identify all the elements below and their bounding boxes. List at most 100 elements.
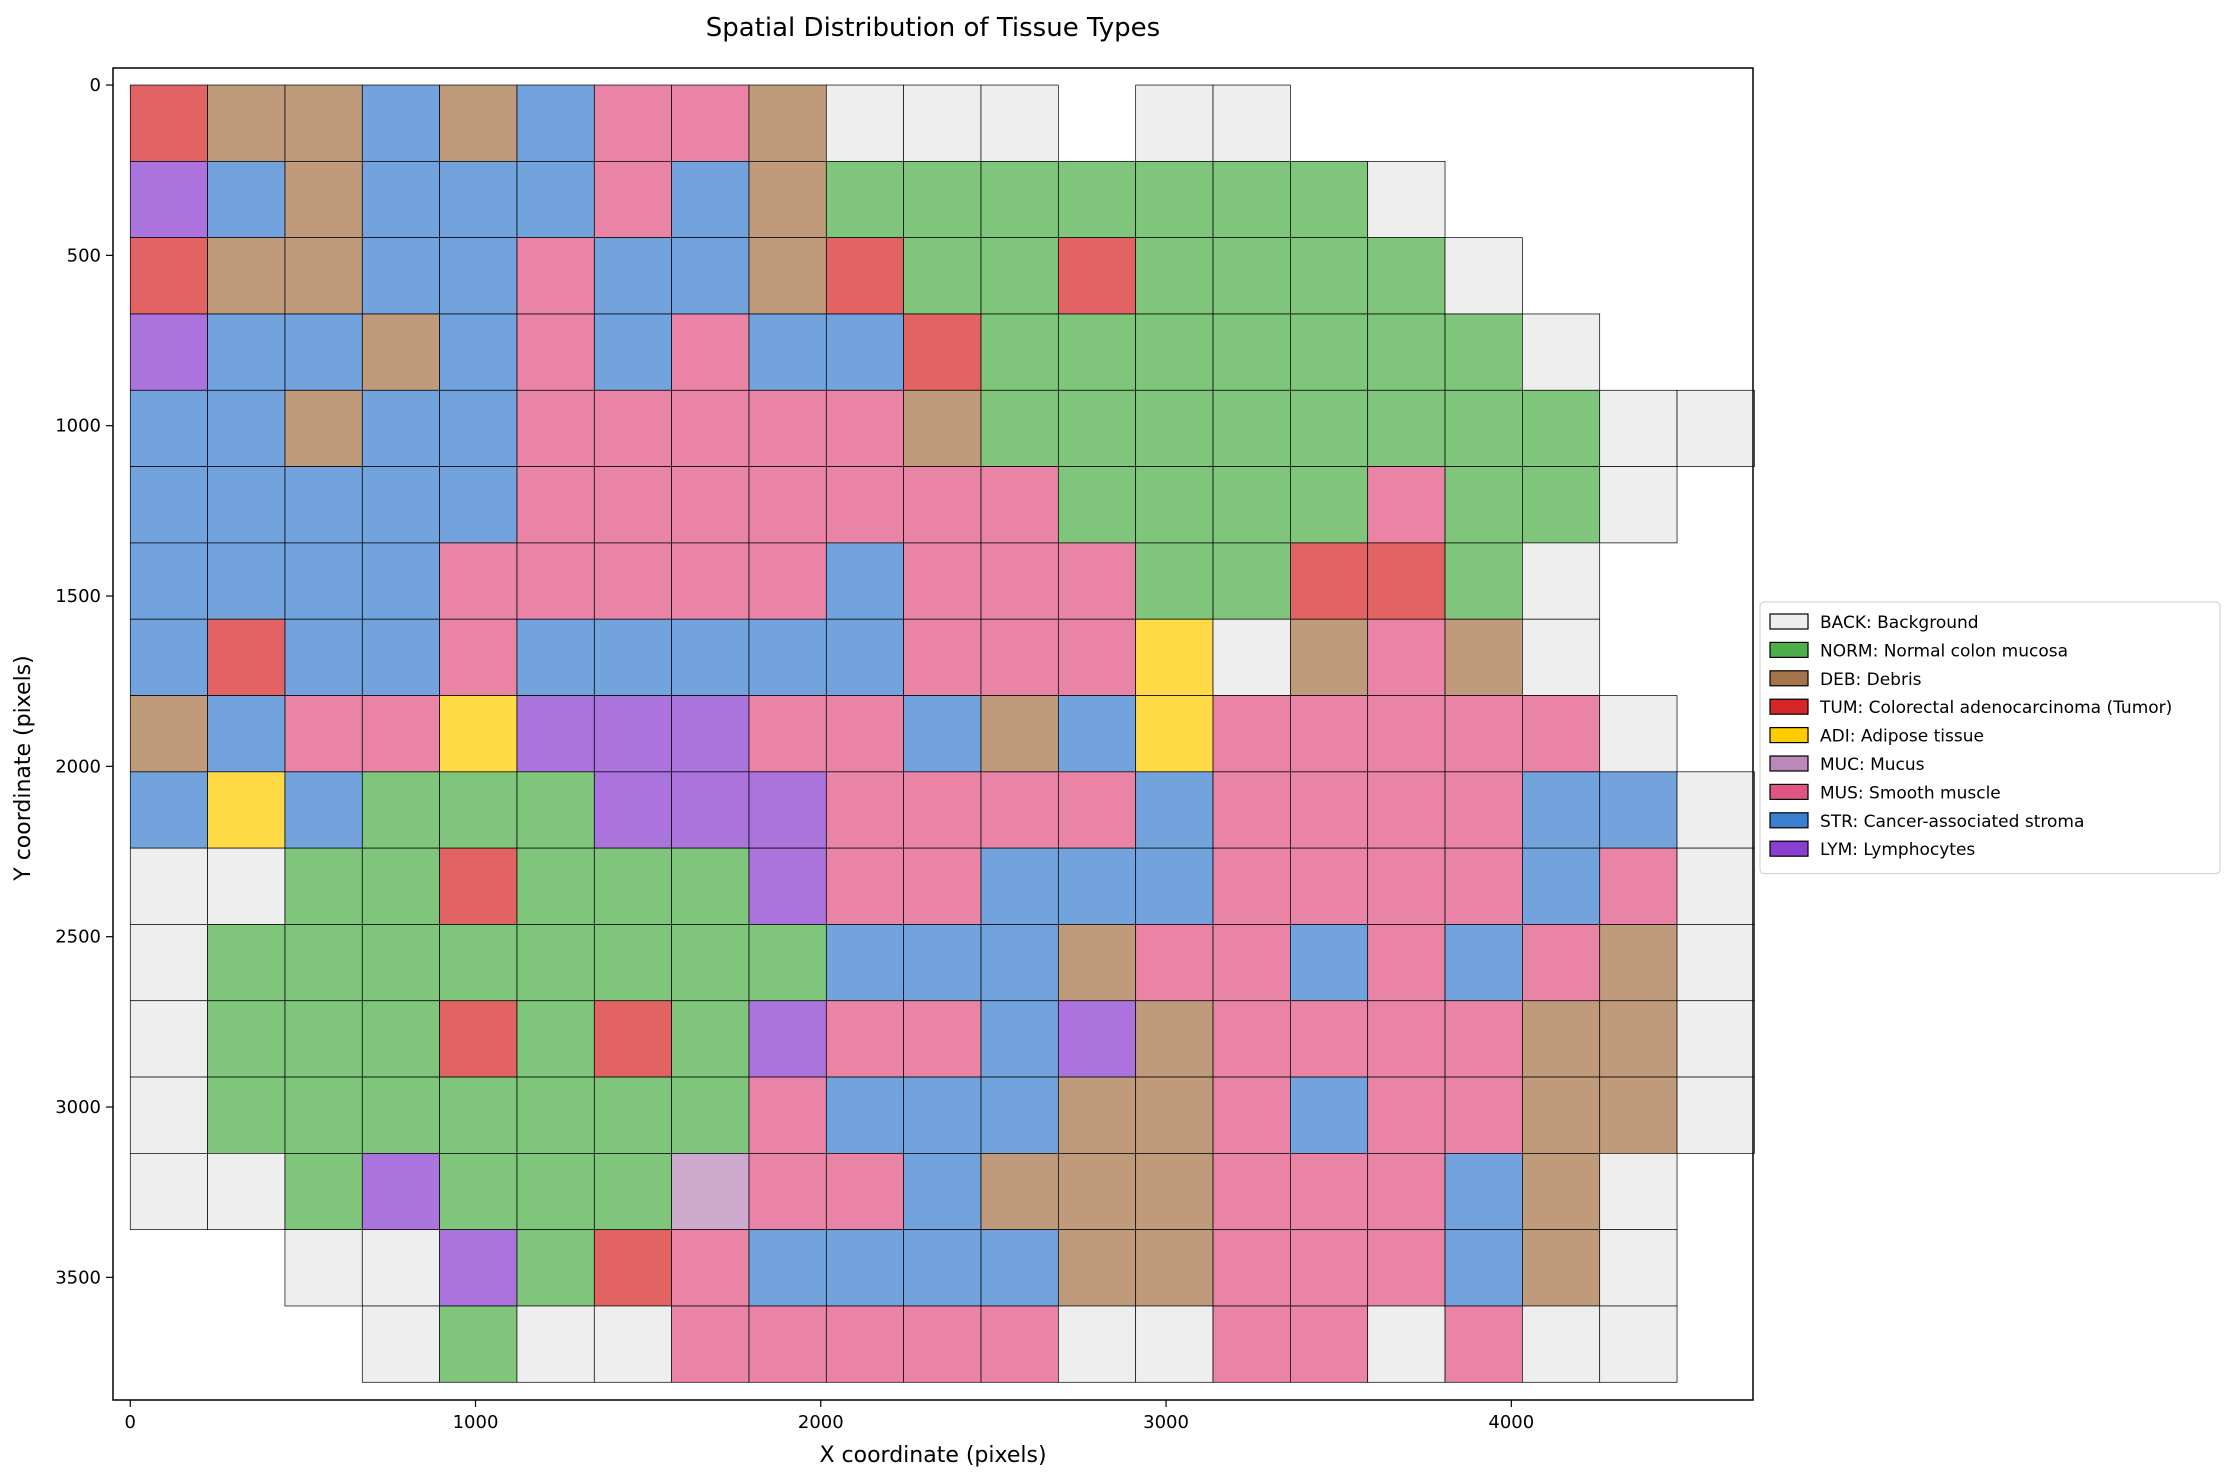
tile-lym (748, 771, 827, 849)
tile-str (439, 313, 518, 391)
tile-back (129, 924, 208, 1002)
tile-mus (903, 542, 982, 620)
tile-norm (1135, 466, 1214, 544)
legend-swatch-mus (1769, 783, 1809, 801)
tile-norm (1135, 389, 1214, 467)
tile-mus (1599, 847, 1678, 925)
tile-norm (593, 1153, 672, 1231)
tile-tum (1367, 542, 1446, 620)
tile-tum (593, 1000, 672, 1078)
tile-tum (439, 847, 518, 925)
tile-str (671, 618, 750, 696)
tile-mus (903, 771, 982, 849)
tile-mus (593, 542, 672, 620)
tile-back (1599, 1229, 1678, 1307)
tile-norm (439, 1153, 518, 1231)
tile-mus (671, 313, 750, 391)
tile-str (207, 160, 286, 239)
tile-norm (1444, 313, 1523, 391)
y-tick-label: 0 (90, 75, 101, 96)
tile-adi (207, 771, 286, 849)
tile-norm (593, 924, 672, 1002)
tile-norm (516, 847, 595, 925)
tile-norm (593, 847, 672, 925)
tile-str (980, 1076, 1059, 1154)
tile-deb (207, 84, 286, 162)
tile-deb (129, 695, 208, 773)
tile-str (361, 389, 440, 467)
tile-deb (361, 313, 440, 391)
tile-deb (1135, 1229, 1214, 1307)
legend-swatch-tum (1769, 698, 1809, 715)
tile-mus (1212, 1153, 1291, 1231)
tile-deb (1522, 1229, 1601, 1307)
legend-label-mus: MUS: Smooth muscle (1820, 783, 2001, 803)
y-tick-label: 3500 (55, 1267, 101, 1288)
tile-mus (1212, 924, 1291, 1002)
tile-mus (1444, 1076, 1523, 1154)
tile-str (903, 924, 982, 1002)
tile-norm (1135, 313, 1214, 391)
tile-mus (825, 771, 905, 849)
tile-lym (516, 695, 595, 773)
tile-mus (671, 84, 750, 162)
tile-back (361, 1305, 440, 1383)
tile-norm (1367, 313, 1446, 391)
tile-adi (439, 695, 518, 773)
legend-label-muc: MUC: Mucus (1820, 755, 1925, 775)
tile-str (129, 771, 208, 849)
tile-mus (1367, 695, 1446, 773)
tile-mus (748, 695, 827, 773)
tile-norm (516, 1076, 595, 1154)
tile-deb (1135, 1153, 1214, 1231)
y-axis: 0 500 1000 1500 2000 2500 3000 3500 (55, 75, 113, 1288)
tile-deb (1057, 1153, 1137, 1231)
tile-back (1676, 1076, 1755, 1154)
tile-str (1522, 847, 1601, 925)
tile-mus (671, 466, 750, 544)
tile-str (980, 1000, 1059, 1078)
tile-deb (1599, 1076, 1678, 1154)
tile-str (361, 618, 440, 696)
tile-mus (903, 1000, 982, 1078)
tile-str (748, 618, 827, 696)
y-tick-label: 1500 (55, 586, 101, 607)
tile-norm (516, 1000, 595, 1078)
tile-norm (361, 924, 440, 1002)
y-tick-label: 500 (67, 245, 101, 266)
x-tick-label: 4000 (1488, 1412, 1534, 1433)
x-tick-label: 2000 (798, 1412, 844, 1433)
tile-norm (1135, 160, 1214, 239)
tile-str (439, 160, 518, 239)
tile-norm (1212, 313, 1291, 391)
tile-norm (1444, 466, 1523, 544)
tile-deb (1599, 924, 1678, 1002)
tile-norm (1444, 389, 1523, 467)
tile-norm (284, 847, 363, 925)
tile-back (129, 1000, 208, 1078)
tile-str (516, 84, 595, 162)
tile-str (1135, 847, 1214, 925)
tile-mus (593, 466, 672, 544)
tile-mus (825, 847, 905, 925)
tile-str (593, 237, 672, 315)
tile-mus (825, 1000, 905, 1078)
tile-back (1367, 160, 1446, 239)
tile-str (207, 313, 286, 391)
tile-norm (1212, 237, 1291, 315)
tile-mus (439, 618, 518, 696)
tile-mus (825, 389, 905, 467)
tile-mus (748, 1305, 827, 1383)
tile-deb (1057, 1076, 1137, 1154)
tile-norm (1212, 389, 1291, 467)
tile-tum (439, 1000, 518, 1078)
tile-mus (903, 1305, 982, 1383)
tile-mus (980, 542, 1059, 620)
tile-mus (748, 389, 827, 467)
tile-norm (1522, 466, 1601, 544)
tile-norm (439, 1305, 518, 1383)
tile-str (671, 237, 750, 315)
legend-label-deb: DEB: Debris (1820, 670, 1922, 690)
tile-str (980, 1229, 1059, 1307)
